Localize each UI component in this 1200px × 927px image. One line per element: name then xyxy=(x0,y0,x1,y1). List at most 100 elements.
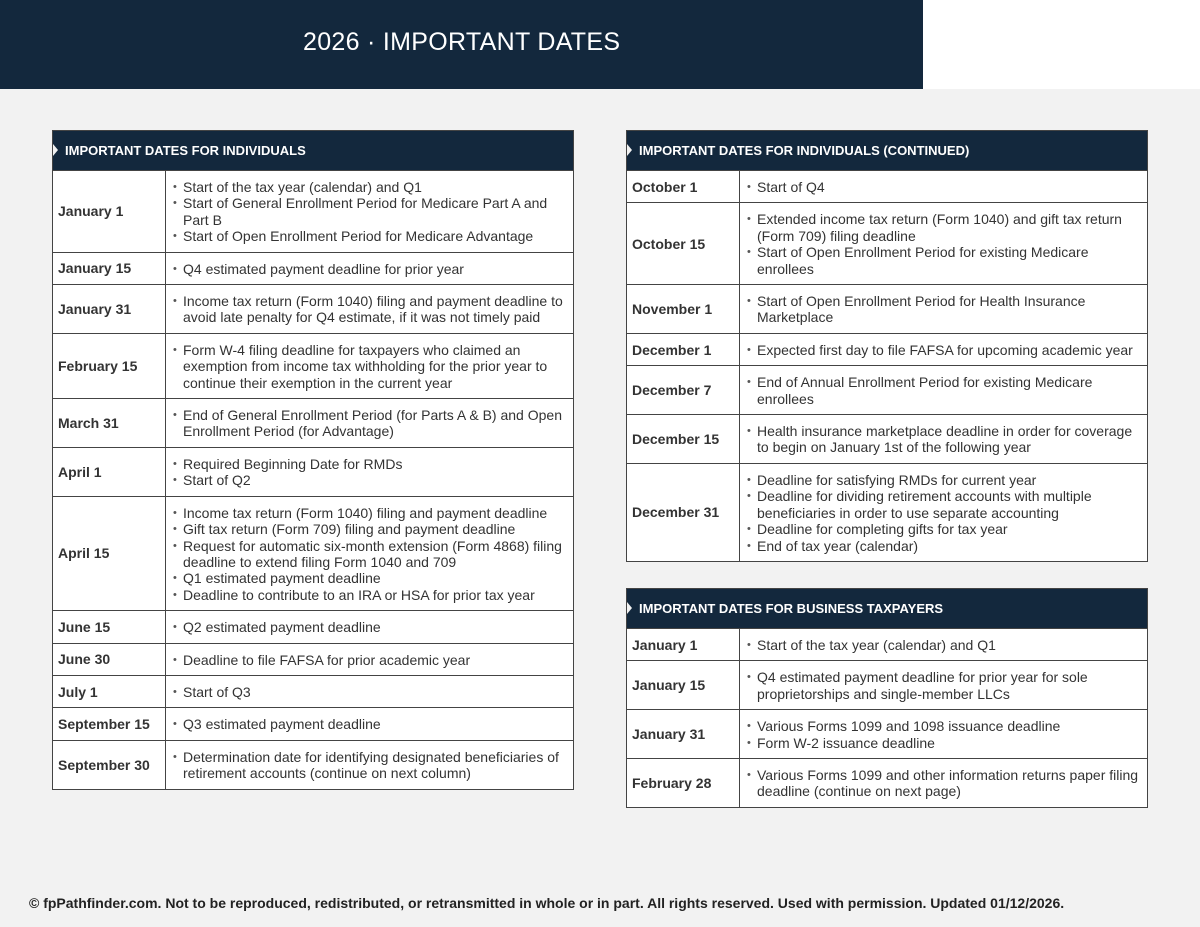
date-cell: January 15 xyxy=(627,661,740,710)
business-table: IMPORTANT DATES FOR BUSINESS TAXPAYERS Ja… xyxy=(626,588,1148,808)
event-item: Q2 estimated payment deadline xyxy=(173,619,573,636)
event-list: Start of Open Enrollment Period for Heal… xyxy=(740,285,1147,333)
event-item: Start of the tax year (calendar) and Q1 xyxy=(747,637,1147,654)
event-item: Deadline to contribute to an IRA or HSA … xyxy=(173,587,573,604)
table-header: IMPORTANT DATES FOR INDIVIDUALS xyxy=(53,131,573,170)
event-item: Expected first day to file FAFSA for upc… xyxy=(747,342,1147,359)
table-header: IMPORTANT DATES FOR BUSINESS TAXPAYERS xyxy=(627,589,1147,628)
event-list: Start of Q3 xyxy=(166,676,573,707)
event-item: Start of Q4 xyxy=(747,179,1147,196)
table-row: February 15Form W-4 filing deadline for … xyxy=(53,332,573,399)
event-item: End of Annual Enrollment Period for exis… xyxy=(747,374,1147,407)
event-item: Start of General Enrollment Period for M… xyxy=(173,195,573,228)
table-row: January 31Income tax return (Form 1040) … xyxy=(53,284,573,333)
event-item: Start of Q3 xyxy=(173,684,573,701)
table-row: June 30 Deadline to file FAFSA for prior … xyxy=(53,642,573,675)
event-item: Income tax return (Form 1040) filing and… xyxy=(173,293,573,326)
logo-area xyxy=(923,0,1200,89)
table-row: October 1 Start of Q4 xyxy=(627,170,1147,203)
event-item: Determination date for identifying desig… xyxy=(173,749,573,782)
copyright-footer: © fpPathfinder.com. Not to be reproduced… xyxy=(29,895,1065,911)
event-list: Q4 estimated payment deadline for prior … xyxy=(740,661,1147,709)
event-list: Start of Q4 xyxy=(740,171,1147,202)
table-row: December 15Health insurance marketplace … xyxy=(627,414,1147,463)
table-row: February 28Various Forms 1099 and other … xyxy=(627,758,1147,807)
date-cell: February 28 xyxy=(627,759,740,807)
event-list: Start of the tax year (calendar) and Q1S… xyxy=(166,171,573,252)
event-list: Q2 estimated payment deadline xyxy=(166,611,573,642)
event-item: Form W-4 filing deadline for taxpayers w… xyxy=(173,342,573,391)
event-item: Gift tax return (Form 709) filing and pa… xyxy=(173,521,573,538)
date-cell: April 15 xyxy=(53,496,166,611)
table-row: January 15Q4 estimated payment deadline … xyxy=(627,660,1147,710)
individuals-continued-table: IMPORTANT DATES FOR INDIVIDUALS (CONTINU… xyxy=(626,130,1148,562)
event-list: Start of the tax year (calendar) and Q1 xyxy=(740,629,1147,660)
event-list: Deadline for satisfying RMDs for current… xyxy=(740,464,1147,561)
event-item: Deadline to file FAFSA for prior academi… xyxy=(173,652,573,669)
event-item: Q4 estimated payment deadline for prior … xyxy=(173,261,573,278)
event-list: End of General Enrollment Period (for Pa… xyxy=(166,399,573,447)
event-item: Deadline for completing gifts for tax ye… xyxy=(747,521,1147,538)
event-list: Q3 estimated payment deadline xyxy=(166,708,573,739)
event-item: Start of Open Enrollment Period for Heal… xyxy=(747,293,1147,326)
event-item: Required Beginning Date for RMDs xyxy=(173,456,573,473)
event-item: Various Forms 1099 and other information… xyxy=(747,767,1147,800)
event-item: Q4 estimated payment deadline for prior … xyxy=(747,669,1147,702)
table-row: April 1Required Beginning Date for RMDsS… xyxy=(53,446,573,496)
table-row: January 1 Start of the tax year (calendar… xyxy=(627,628,1147,661)
date-cell: January 31 xyxy=(53,285,166,333)
event-item: Health insurance marketplace deadline in… xyxy=(747,423,1147,456)
date-cell: January 1 xyxy=(627,629,740,661)
event-item: Start of Open Enrollment Period for exis… xyxy=(747,244,1147,277)
date-cell: September 30 xyxy=(53,740,166,789)
individuals-table: IMPORTANT DATES FOR INDIVIDUALS January 1… xyxy=(52,130,574,790)
table-header: IMPORTANT DATES FOR INDIVIDUALS (CONTINU… xyxy=(627,131,1147,170)
event-list: Q4 estimated payment deadline for prior … xyxy=(166,253,573,284)
table-row: January 1Start of the tax year (calendar… xyxy=(53,170,573,252)
table-row: September 30Determination date for ident… xyxy=(53,739,573,789)
table-row: January 15Q4 estimated payment deadline … xyxy=(53,251,573,285)
date-cell: July 1 xyxy=(53,675,166,708)
event-item: Form W-2 issuance deadline xyxy=(747,735,1147,752)
event-list: Extended income tax return (Form 1040) a… xyxy=(740,203,1147,284)
table-row: January 31 Various Forms 1099 and 1098 is… xyxy=(627,709,1147,759)
event-item: Q1 estimated payment deadline xyxy=(173,570,573,587)
event-item: Extended income tax return (Form 1040) a… xyxy=(747,211,1147,244)
event-item: Request for automatic six-month extensio… xyxy=(173,538,573,571)
date-cell: April 1 xyxy=(53,447,166,496)
event-list: Various Forms 1099 and other information… xyxy=(740,759,1147,807)
event-item: Various Forms 1099 and 1098 issuance dea… xyxy=(747,718,1147,735)
date-cell: June 15 xyxy=(53,611,166,643)
event-item: Deadline for dividing retirement account… xyxy=(747,488,1147,521)
date-cell: December 1 xyxy=(627,333,740,366)
date-cell: December 15 xyxy=(627,415,740,463)
page-title: 2026 · IMPORTANT DATES xyxy=(303,28,621,56)
event-list: Health insurance marketplace deadline in… xyxy=(740,415,1147,463)
table-row: July 1 Start of Q3 xyxy=(53,674,573,708)
date-cell: December 31 xyxy=(627,463,740,561)
table-row: December 7End of Annual Enrollment Perio… xyxy=(627,365,1147,415)
date-cell: February 15 xyxy=(53,333,166,399)
event-list: Required Beginning Date for RMDsStart of… xyxy=(166,448,573,496)
event-item: Deadline for satisfying RMDs for current… xyxy=(747,472,1147,489)
event-item: Q3 estimated payment deadline xyxy=(173,716,573,733)
date-cell: January 31 xyxy=(627,710,740,759)
date-cell: March 31 xyxy=(53,399,166,447)
event-list: Deadline to file FAFSA for prior academi… xyxy=(166,644,573,675)
table-row: December 1 Expected first day to file FAF… xyxy=(627,332,1147,366)
date-cell: January 1 xyxy=(53,171,166,252)
event-item: End of General Enrollment Period (for Pa… xyxy=(173,407,573,440)
table-row: April 15 Income tax return (Form 1040) fi… xyxy=(53,495,573,611)
event-list: Income tax return (Form 1040) filing and… xyxy=(166,285,573,333)
event-list: Income tax return (Form 1040) filing and… xyxy=(166,497,573,610)
event-item: Start of the tax year (calendar) and Q1 xyxy=(173,179,573,196)
table-row: October 15Extended income tax return (Fo… xyxy=(627,202,1147,285)
event-item: Income tax return (Form 1040) filing and… xyxy=(173,505,573,522)
title-banner: 2026 · IMPORTANT DATES xyxy=(0,0,929,89)
event-list: Form W-4 filing deadline for taxpayers w… xyxy=(166,334,573,398)
event-item: Start of Q2 xyxy=(173,472,573,489)
date-cell: December 7 xyxy=(627,366,740,415)
table-row: November 1Start of Open Enrollment Perio… xyxy=(627,284,1147,333)
event-list: End of Annual Enrollment Period for exis… xyxy=(740,366,1147,414)
date-cell: October 1 xyxy=(627,171,740,203)
